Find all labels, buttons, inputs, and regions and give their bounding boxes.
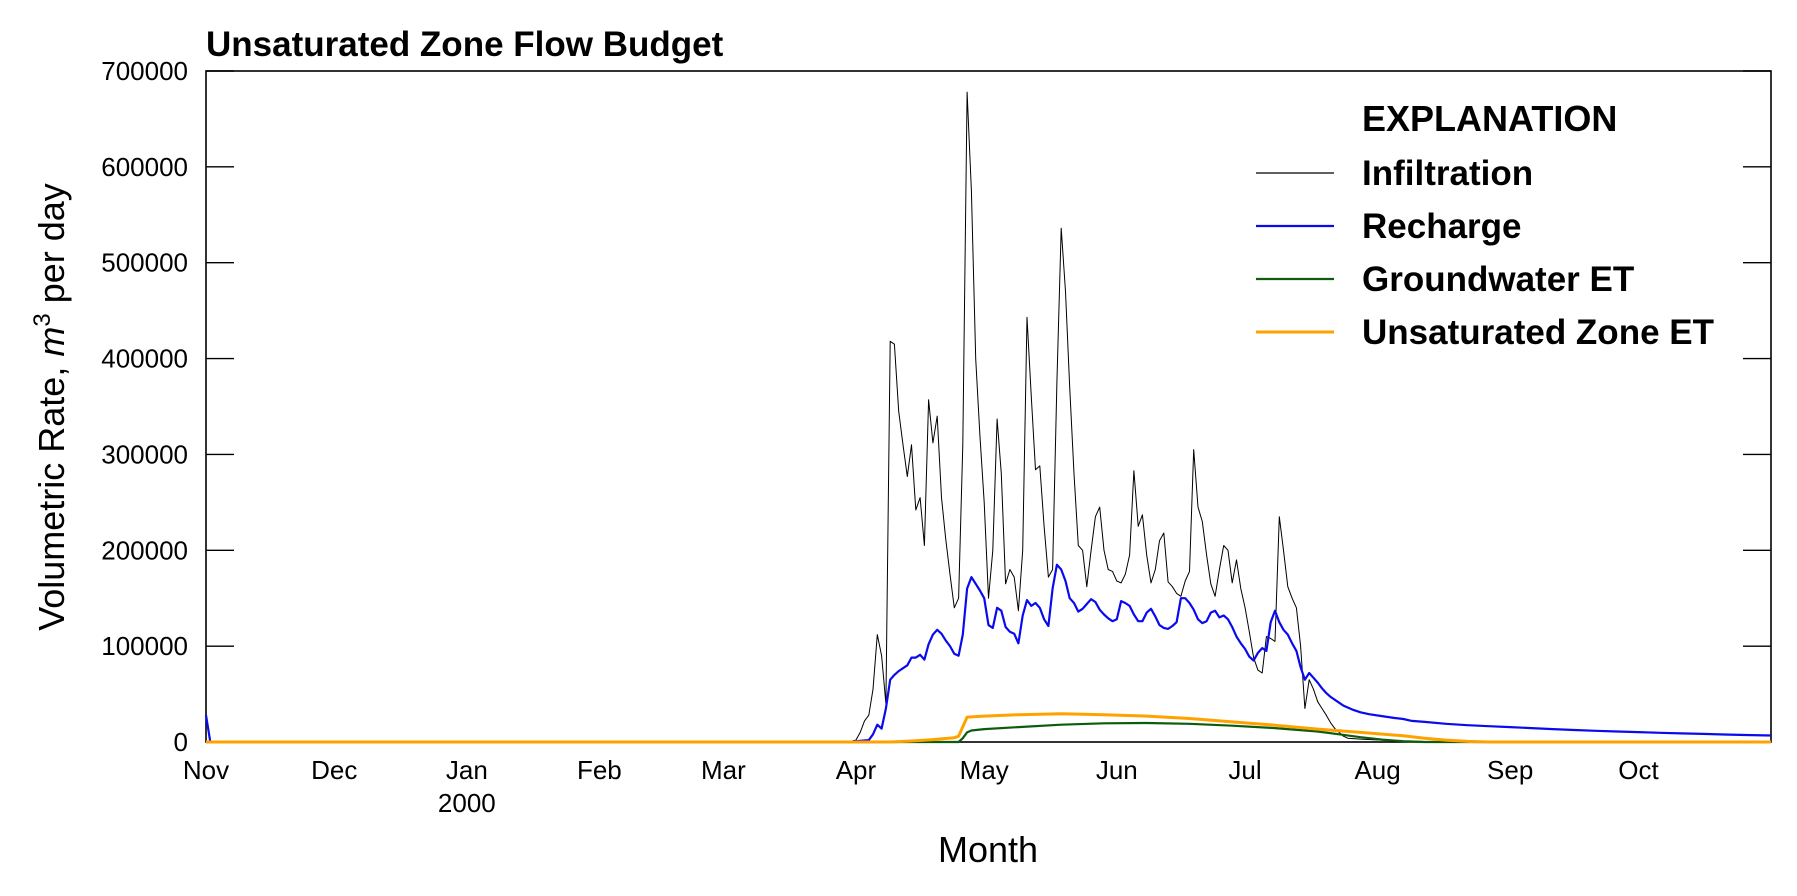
x-tick-label: Jan	[446, 755, 488, 785]
x-axis-label: Month	[938, 829, 1038, 870]
x-tick-label: Mar	[701, 755, 746, 785]
x-tick-label: Aug	[1354, 755, 1400, 785]
x-tick-label: Oct	[1618, 755, 1659, 785]
y-axis-label-suffix: per day	[31, 183, 72, 313]
legend-items: Infiltration Recharge Groundwater ET Unsatu…	[1256, 154, 1714, 352]
y-tick-label: 400000	[101, 344, 188, 374]
series-line-1	[204, 563, 1772, 744]
legend-label: Unsaturated Zone ET	[1362, 313, 1714, 352]
y-axis-label-prefix: Volumetric Rate,	[31, 357, 72, 631]
series-line-2	[206, 721, 1771, 744]
y-axis-label-unit: m	[31, 327, 72, 357]
x-tick-label: Nov	[183, 755, 229, 785]
y-tick-label: 300000	[101, 439, 188, 469]
legend-label: Infiltration	[1362, 154, 1533, 193]
series-group	[204, 91, 1772, 744]
legend-label: Recharge	[1362, 207, 1522, 246]
y-axis-ticks: 0 100000 200000 300000 400000 500000 600000 700…	[101, 56, 1771, 757]
x-tick-label: Feb	[577, 755, 622, 785]
x-tick-label: Jul	[1228, 755, 1261, 785]
y-axis-label: Volumetric Rate, m3 per day	[29, 183, 72, 631]
y-tick-label: 500000	[101, 248, 188, 278]
legend-title: EXPLANATION	[1362, 98, 1617, 139]
y-tick-label: 0	[174, 727, 188, 757]
x-tick-sublabel: 2000	[438, 788, 496, 818]
y-tick-label: 600000	[101, 152, 188, 182]
y-tick-label: 100000	[101, 631, 188, 661]
x-tick-label: Dec	[311, 755, 357, 785]
series-line-0	[206, 91, 1771, 743]
chart-title: Unsaturated Zone Flow Budget	[206, 25, 724, 64]
series-line-3	[206, 712, 1771, 744]
x-tick-label: Jun	[1096, 755, 1138, 785]
x-tick-label: May	[960, 755, 1009, 785]
legend: EXPLANATION Infiltration Recharge Groundwa…	[1256, 98, 1714, 352]
x-tick-label: Sep	[1487, 755, 1533, 785]
y-axis-label-exponent: 3	[29, 313, 56, 326]
x-tick-label: Apr	[836, 755, 877, 785]
plot-frame	[205, 70, 1772, 743]
y-tick-label: 700000	[101, 56, 188, 86]
legend-label: Groundwater ET	[1362, 260, 1634, 299]
y-tick-label: 200000	[101, 535, 188, 565]
